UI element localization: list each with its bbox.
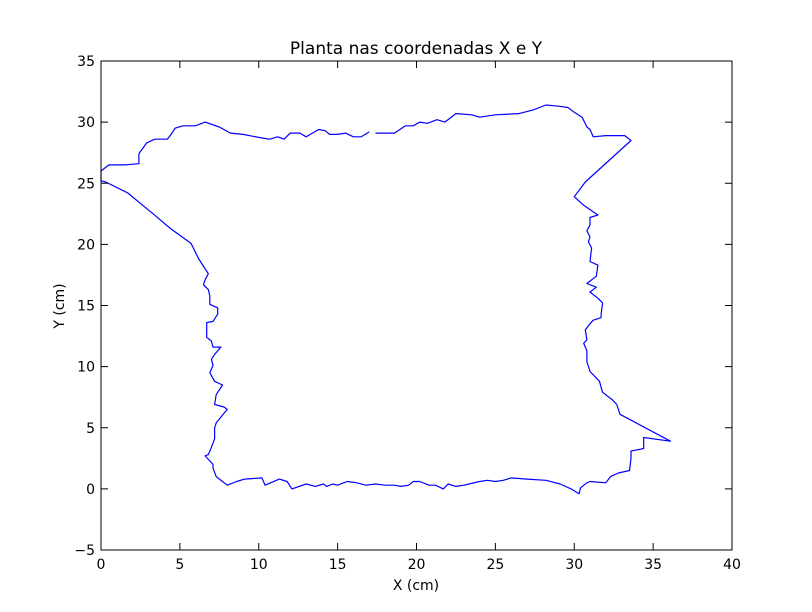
chart-title: Planta nas coordenadas X e Y bbox=[290, 39, 543, 59]
x-tick-label: 15 bbox=[329, 557, 347, 573]
y-tick-label: 20 bbox=[77, 237, 95, 253]
y-tick-label: 35 bbox=[77, 54, 95, 70]
y-axis-label: Y (cm) bbox=[52, 283, 68, 329]
x-tick-label: 5 bbox=[175, 557, 184, 573]
plot-lines bbox=[100, 104, 672, 495]
y-tick-label: 30 bbox=[77, 115, 95, 131]
y-tick-label: 5 bbox=[86, 421, 95, 437]
y-tick-label: 10 bbox=[77, 360, 95, 376]
y-tick-label: 0 bbox=[86, 482, 95, 498]
x-axis-label: X (cm) bbox=[393, 578, 439, 594]
x-tick-label: 35 bbox=[644, 557, 662, 573]
x-axis: 0 5 10 15 20 25 30 35 40 bbox=[97, 61, 741, 573]
x-tick-label: 10 bbox=[250, 557, 268, 573]
series-line-segment bbox=[100, 104, 672, 495]
x-tick-label: 30 bbox=[565, 557, 583, 573]
y-tick-label: 25 bbox=[77, 176, 95, 192]
x-tick-label: 20 bbox=[408, 557, 426, 573]
x-tick-label: 25 bbox=[486, 557, 504, 573]
y-axis: −5 0 5 10 15 20 25 30 35 bbox=[74, 54, 732, 559]
y-tick-label: 15 bbox=[77, 299, 95, 315]
x-tick-label: 0 bbox=[97, 557, 106, 573]
x-tick-label: 40 bbox=[723, 557, 741, 573]
y-tick-label: −5 bbox=[74, 543, 95, 559]
